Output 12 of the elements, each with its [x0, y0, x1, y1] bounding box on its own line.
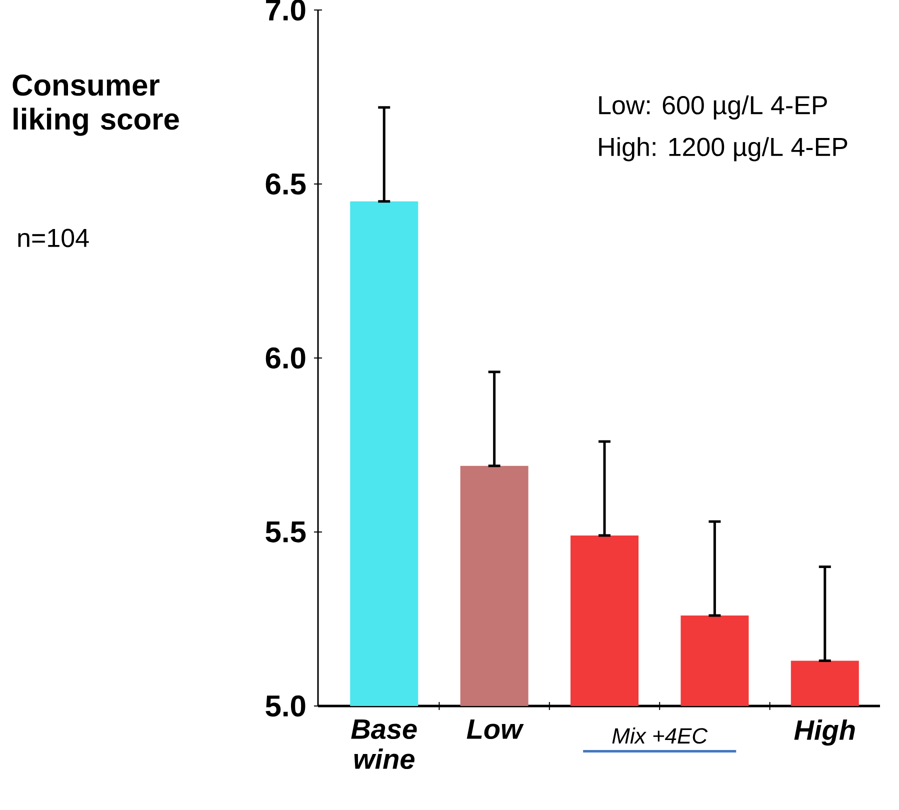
y-tick-label: 6.5 — [266, 173, 306, 195]
annotation: High: 1200 µg/L 4-EP — [599, 137, 848, 162]
y-tick-label: 5.0 — [266, 695, 306, 717]
text: Mix +4EC — [612, 728, 708, 744]
y-tick-label: 6.0 — [266, 347, 306, 369]
x-tick-label: Base wine — [351, 720, 417, 770]
text: n=104 — [18, 228, 89, 248]
y-axis-title: Consumer liking score — [12, 74, 179, 136]
x-tick-label: Low — [466, 720, 524, 740]
y-tick-label: 5.5 — [266, 522, 306, 542]
annotation: Low: 600 µg/L 4-EP — [599, 95, 827, 120]
x-tick-label: High — [794, 720, 855, 746]
